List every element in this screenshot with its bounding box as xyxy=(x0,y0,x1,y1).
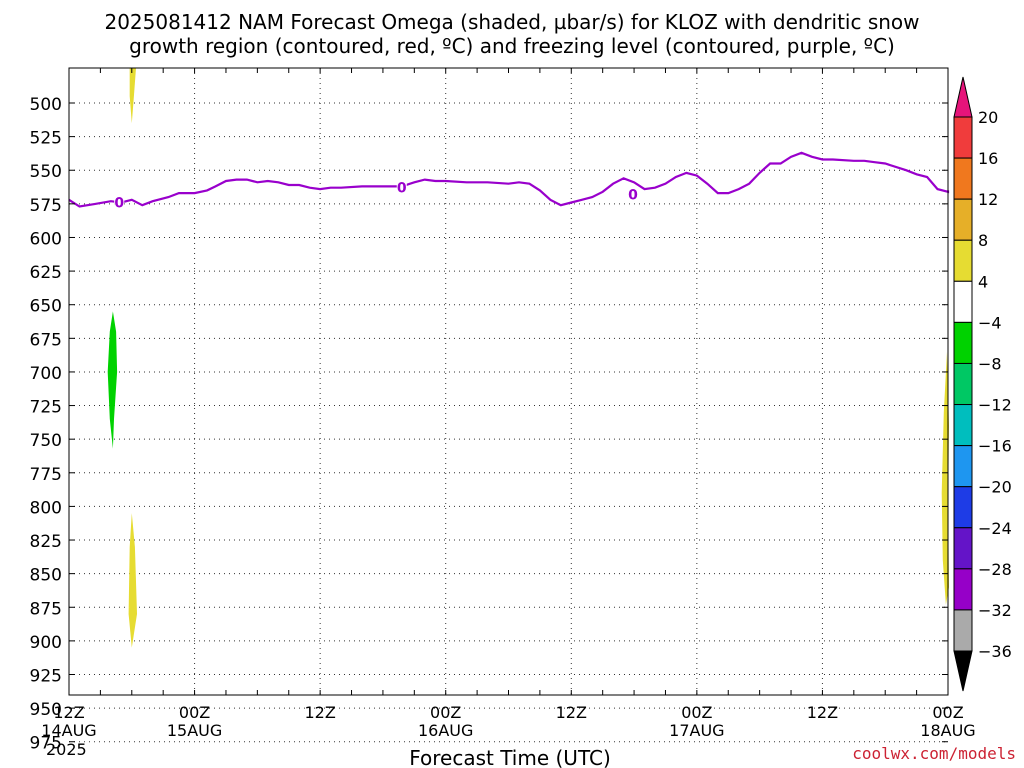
plot-frame xyxy=(68,67,949,696)
colorbar-level-label: 12 xyxy=(978,190,998,209)
x-tick-label: 00Z xyxy=(932,703,963,722)
y-tick-label: 925 xyxy=(30,666,62,686)
y-tick-label: 975 xyxy=(30,734,62,754)
y-tick-label: 625 xyxy=(30,263,62,283)
x-axis-label: Forecast Time (UTC) xyxy=(409,746,611,768)
x-tick-year-label: 2025 xyxy=(46,740,87,759)
y-tick-label: 500 xyxy=(30,95,62,115)
y-tick-label: 575 xyxy=(30,196,62,216)
freezing-level-label: 0 xyxy=(114,196,124,212)
x-tick-date-label: 17AUG xyxy=(669,721,724,740)
x-tick-date-label: 16AUG xyxy=(418,721,473,740)
y-tick-label: 775 xyxy=(30,465,62,485)
colorbar-segment xyxy=(953,609,973,652)
y-tick-label: 525 xyxy=(30,129,62,149)
x-tick-label: 12Z xyxy=(53,703,84,722)
colorbar-level-label: 8 xyxy=(978,231,988,250)
y-tick-label: 900 xyxy=(30,633,62,653)
freezing-level-label-bg xyxy=(114,194,125,210)
colorbar-segment xyxy=(953,321,973,364)
chart-title-line-1: 2025081412 NAM Forecast Omega (shaded, µ… xyxy=(104,10,920,34)
x-tick-label: 12Z xyxy=(304,703,335,722)
y-tick-label: 750 xyxy=(30,431,62,451)
colorbar-bottom-arrow xyxy=(953,650,973,692)
x-tick-date-label: 14AUG xyxy=(41,721,96,740)
y-tick-label: 600 xyxy=(30,229,62,249)
freezing-level-label: 0 xyxy=(628,187,638,203)
colorbar-level-label: −16 xyxy=(978,437,1012,456)
colorbar-level-label: −24 xyxy=(978,519,1012,538)
colorbar-segment xyxy=(953,568,973,611)
colorbar-level-label: 16 xyxy=(978,149,998,168)
x-tick-label: 00Z xyxy=(681,703,712,722)
x-tick-label: 00Z xyxy=(430,703,461,722)
omega-shaded-region xyxy=(107,311,118,449)
y-tick-label: 825 xyxy=(30,532,62,552)
y-tick-label: 875 xyxy=(30,599,62,619)
colorbar-level-label: −4 xyxy=(978,313,1002,332)
x-tick-date-label: 15AUG xyxy=(167,721,222,740)
freezing-level-label-bg xyxy=(628,186,639,202)
freezing-level-line xyxy=(68,151,950,208)
x-tick-label: 12Z xyxy=(556,703,587,722)
omega-shaded-region xyxy=(941,351,949,605)
colorbar-level-label: 20 xyxy=(978,108,998,127)
colorbar-segment xyxy=(953,527,973,570)
omega-shaded-region xyxy=(128,513,137,648)
y-tick-label: 850 xyxy=(30,566,62,586)
colorbar-segment xyxy=(953,445,973,488)
y-tick-label: 700 xyxy=(30,364,62,384)
colorbar-segment xyxy=(953,239,973,282)
y-tick-label: 550 xyxy=(30,162,62,182)
colorbar-level-label: 4 xyxy=(978,272,988,291)
colorbar-top-arrow xyxy=(953,76,973,118)
freezing-level-label-bg xyxy=(396,179,407,195)
colorbar-segment xyxy=(953,280,973,323)
colorbar-level-label: −20 xyxy=(978,478,1012,497)
freezing-level-label: 0 xyxy=(397,181,407,197)
y-tick-label: 725 xyxy=(30,398,62,418)
y-tick-label: 800 xyxy=(30,498,62,518)
colorbar-level-label: −8 xyxy=(978,354,1002,373)
colorbar-level-label: −28 xyxy=(978,560,1012,579)
y-tick-label: 650 xyxy=(30,297,62,317)
colorbar-segment xyxy=(953,486,973,529)
y-tick-label: 675 xyxy=(30,330,62,350)
x-tick-label: 12Z xyxy=(807,703,838,722)
y-tick-label: 950 xyxy=(30,700,62,720)
colorbar-segment xyxy=(953,362,973,406)
colorbar-segment xyxy=(953,404,973,447)
colorbar-segment xyxy=(953,116,973,159)
colorbar-segment xyxy=(953,198,973,241)
credit-text: coolwx.com/models xyxy=(852,744,1016,763)
x-tick-date-label: 18AUG xyxy=(920,721,975,740)
colorbar-level-label: −12 xyxy=(978,396,1012,415)
colorbar-level-label: −36 xyxy=(978,642,1012,661)
colorbar-level-label: −32 xyxy=(978,601,1012,620)
chart-title-line-2: growth region (contoured, red, ºC) and f… xyxy=(129,34,895,58)
x-tick-label: 00Z xyxy=(179,703,210,722)
omega-shaded-region xyxy=(129,68,136,124)
colorbar-segment xyxy=(953,157,973,200)
